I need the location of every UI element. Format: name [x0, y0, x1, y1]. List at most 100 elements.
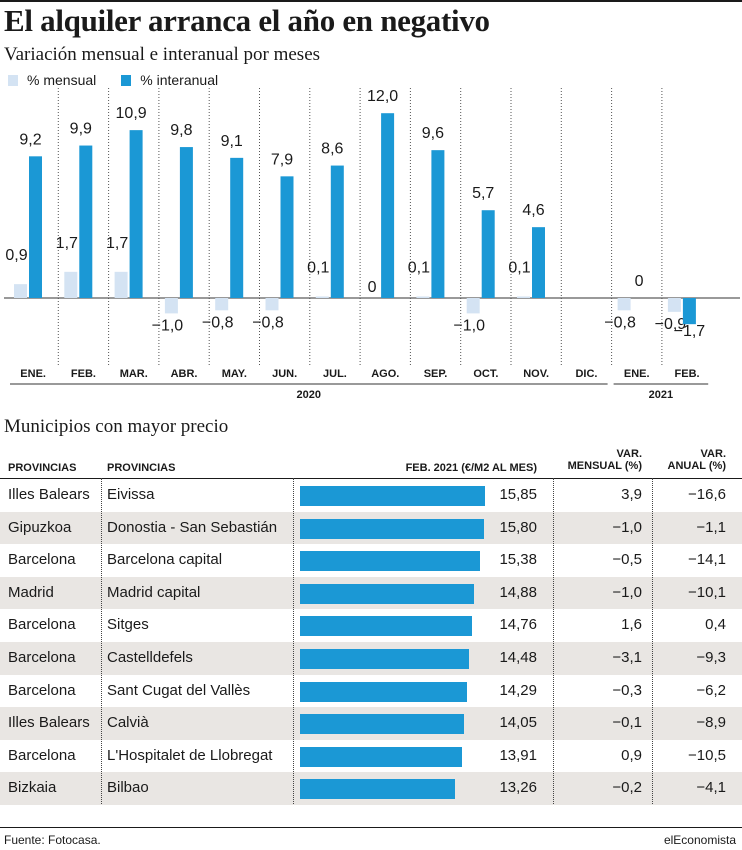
price-bar — [300, 681, 467, 702]
bar-mensual — [215, 298, 229, 311]
label-interanual: 9,8 — [170, 122, 192, 139]
label-mensual: −1,0 — [152, 317, 184, 334]
cell-provincia: Illes Balears — [8, 714, 90, 732]
header-var-anual: VAR. ANUAL (%) — [668, 448, 726, 472]
price-bar — [300, 616, 473, 637]
cell-precio: 15,38 — [499, 551, 537, 569]
cell-var-mensual: −0,5 — [612, 551, 642, 569]
month-tick-label: JUN. — [272, 368, 297, 380]
bar-interanual — [129, 130, 143, 298]
cell-municipio: Sant Cugat del Vallès — [107, 681, 251, 699]
top-rule — [0, 0, 742, 2]
legend-swatch-interanual — [121, 74, 132, 86]
month-tick-label: FEB. — [71, 368, 96, 380]
bar-interanual — [230, 157, 244, 298]
cell-var-mensual: −0,3 — [612, 681, 642, 699]
table-row: Illes Balears Eivissa 15,85 3,9 −16,6 — [0, 479, 742, 512]
cell-var-mensual: −0,2 — [612, 779, 642, 797]
cell-var-mensual: 0,9 — [621, 746, 642, 764]
cell-precio: 15,85 — [499, 486, 537, 503]
cell-var-anual: −16,6 — [688, 486, 726, 503]
price-bar — [300, 551, 480, 572]
bar-interanual — [431, 150, 445, 298]
bar-interanual — [330, 165, 344, 298]
cell-municipio: Barcelona capital — [107, 551, 223, 569]
cell-var-anual: −14,1 — [688, 551, 726, 569]
label-mensual: 0,9 — [5, 247, 27, 264]
column-divider — [101, 478, 102, 804]
month-tick-label: MAR. — [120, 368, 148, 380]
table-row: Gipuzkoa Donostia - San Sebastián 15,80 −1,… — [0, 511, 742, 545]
label-mensual: −0,8 — [604, 314, 636, 331]
price-bar — [300, 486, 485, 506]
source-note: Fuente: Fotocasa. — [4, 833, 101, 847]
price-bar — [300, 583, 474, 604]
table-title: Municipios con mayor precio — [4, 416, 229, 437]
table-row: Barcelona L'Hospitalet de Llobregat 13,91 0… — [0, 740, 742, 773]
table-row: Barcelona Sant Cugat del Vallès 14,29 −0,3 −… — [0, 675, 742, 708]
cell-var-anual: −10,1 — [688, 583, 726, 601]
cell-var-mensual: −0,1 — [612, 714, 642, 732]
cell-municipio: Donostia - San Sebastián — [107, 518, 278, 536]
bar-interanual — [79, 145, 93, 298]
cell-precio: 13,26 — [499, 779, 537, 797]
header-precio: FEB. 2021 (€/M2 AL MES) — [405, 462, 537, 474]
month-tick-label: MAY. — [222, 368, 247, 380]
header-var-mensual: VAR. MENSUAL (%) — [568, 448, 642, 472]
bar-mensual — [667, 298, 681, 312]
bar-mensual — [64, 271, 78, 298]
table-row: Barcelona Sitges 14,76 1,6 0,4 — [0, 609, 742, 642]
bar-mensual — [114, 271, 128, 298]
cell-var-mensual: 3,9 — [621, 486, 642, 503]
table-row: Illes Balears Calvià 14,05 −0,1 −8,9 — [0, 707, 742, 740]
bar-chart: 0,9 9,2 ENE. 1,7 9,9 FEB. 1,7 10,9 MAR. −1,0 9,8 AB… — [4, 88, 740, 401]
column-divider — [553, 478, 554, 804]
label-interanual: 9,9 — [70, 121, 92, 138]
label-interanual: 9,2 — [19, 131, 41, 148]
cell-var-anual: −9,3 — [696, 648, 726, 666]
cell-municipio: Eivissa — [107, 486, 155, 503]
cell-var-mensual: 1,6 — [621, 616, 642, 634]
cell-var-anual: −6,2 — [696, 681, 726, 699]
cell-provincia: Illes Balears — [8, 486, 90, 503]
header-var-anual-line2: ANUAL (%) — [667, 460, 726, 472]
cell-provincia: Barcelona — [8, 681, 76, 699]
bar-interanual — [481, 210, 495, 298]
label-interanual: 4,6 — [522, 202, 544, 219]
table-row: Barcelona Castelldefels 14,48 −3,1 −9,3 — [0, 641, 742, 675]
cell-precio: 14,05 — [499, 714, 537, 732]
label-mensual: 1,7 — [56, 235, 78, 252]
month-tick-label: ENE. — [624, 368, 650, 380]
label-interanual: −1,7 — [674, 323, 706, 340]
cell-provincia: Barcelona — [8, 551, 76, 569]
label-mensual: 0,1 — [307, 259, 329, 276]
bar-interanual — [179, 147, 193, 298]
brand-logo-text: elEconomista — [663, 833, 736, 847]
month-tick-label: JUL. — [323, 368, 347, 380]
legend-label-mensual: % mensual — [27, 72, 97, 88]
cell-var-mensual: −1,0 — [612, 583, 642, 601]
cell-municipio: Bilbao — [107, 779, 149, 797]
cell-provincia: Barcelona — [8, 746, 76, 764]
cell-provincia: Barcelona — [8, 616, 76, 634]
legend: % mensual % interanual — [8, 72, 243, 88]
cell-provincia: Gipuzkoa — [8, 518, 72, 536]
bar-interanual — [682, 298, 696, 325]
price-bar — [300, 746, 463, 767]
chart-title: El alquiler arranca el año en negativo — [4, 3, 490, 38]
legend-label-interanual: % interanual — [140, 72, 219, 88]
label-interanual: 8,6 — [321, 141, 343, 158]
cell-municipio: Madrid capital — [107, 583, 201, 601]
label-mensual: 1,7 — [106, 235, 128, 252]
label-interanual: 9,6 — [422, 125, 444, 142]
month-tick-label: DIC. — [575, 368, 597, 380]
cell-municipio: Castelldefels — [107, 648, 193, 666]
label-interanual: 5,7 — [472, 185, 494, 202]
cell-provincia: Madrid — [8, 583, 54, 601]
bar-mensual — [315, 296, 329, 298]
cell-provincia: Bizkaia — [8, 779, 57, 797]
table-row: Madrid Madrid capital 14,88 −1,0 −10,1 — [0, 576, 742, 610]
price-bar — [300, 714, 464, 735]
cell-precio: 14,29 — [499, 681, 537, 699]
label-mensual: −0,9 — [655, 316, 687, 333]
